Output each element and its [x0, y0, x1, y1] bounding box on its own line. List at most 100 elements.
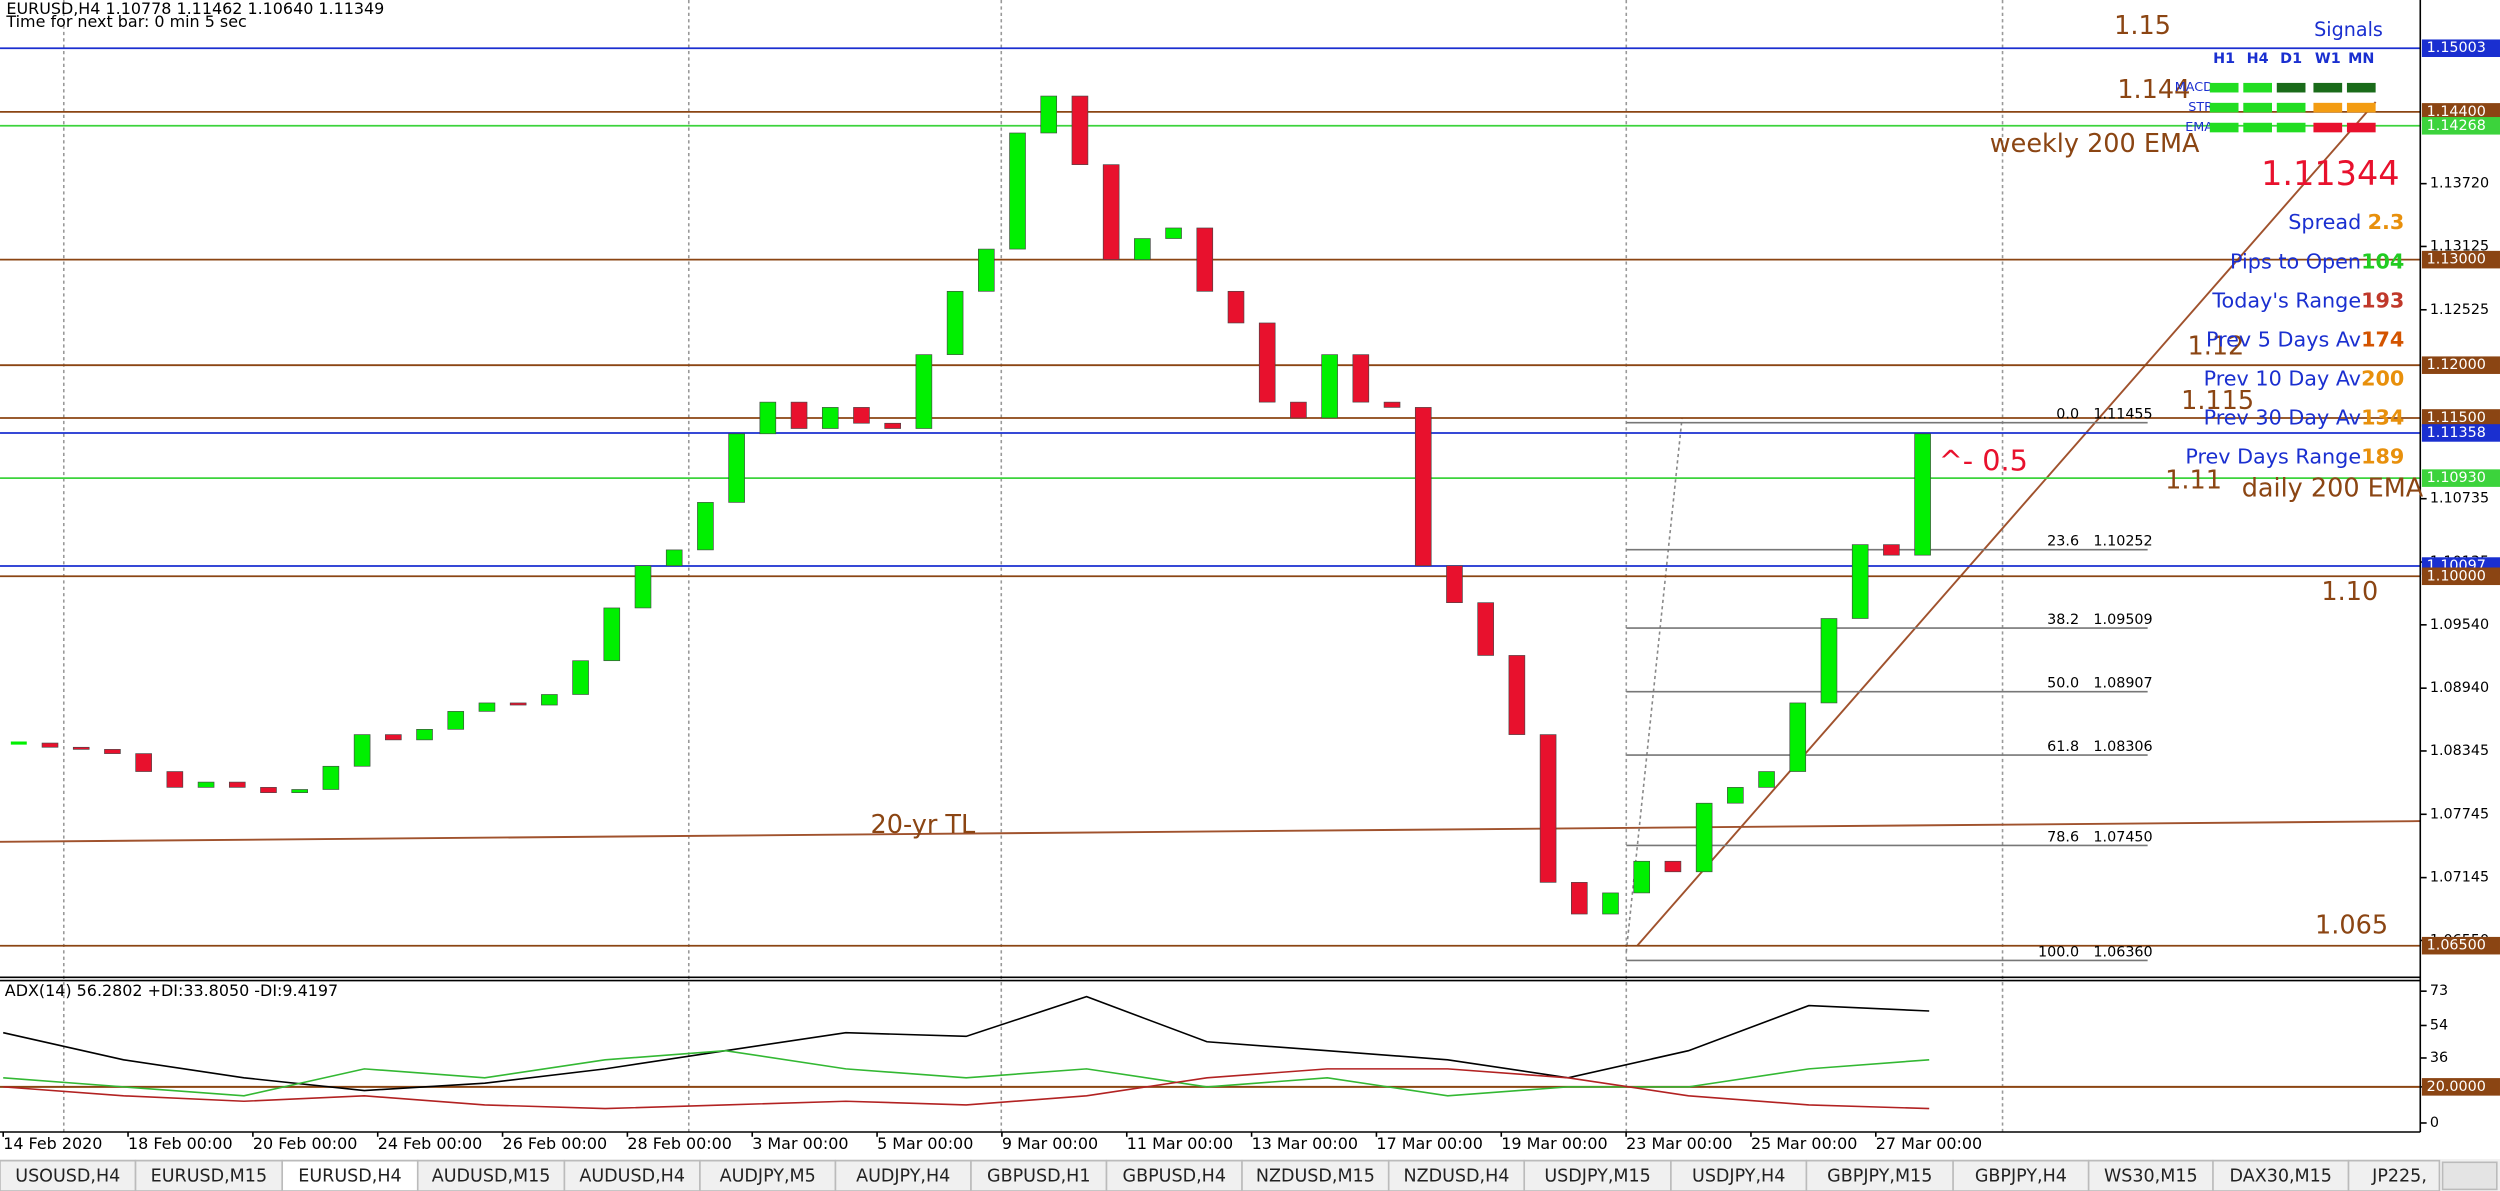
- info-value: 200: [2361, 366, 2404, 390]
- signal-cell: [2276, 102, 2306, 113]
- tab[interactable]: GBPJPY,H4: [1952, 1159, 2090, 1191]
- tab[interactable]: NZDUSD,H4: [1387, 1159, 1526, 1191]
- signal-column: H4: [2247, 51, 2269, 67]
- tab[interactable]: GBPJPY,M15: [1805, 1159, 1954, 1191]
- candle: [1602, 892, 1619, 915]
- annotation: 1.065: [2315, 910, 2388, 940]
- tab[interactable]: JP225,: [2347, 1159, 2441, 1191]
- tab[interactable]: AUDUSD,M15: [416, 1159, 566, 1191]
- candle: [478, 702, 496, 712]
- candle: [260, 787, 277, 793]
- y-tick-label: 1.10735: [2430, 491, 2489, 507]
- tab[interactable]: GBPUSD,H1: [970, 1159, 1108, 1191]
- candle: [697, 502, 714, 551]
- tab[interactable]: NZDUSD,M15: [1241, 1159, 1390, 1191]
- tab-bg: [1105, 1159, 1243, 1191]
- tab-label: AUDJPY,H4: [856, 1167, 950, 1187]
- candle: [166, 771, 184, 788]
- tab-bg: [970, 1159, 1108, 1191]
- tab[interactable]: EURUSD,H4: [281, 1159, 419, 1191]
- signal-cell: [2243, 102, 2272, 113]
- info-item: Spread 2.3: [2288, 210, 2404, 234]
- fib-price: 1.07450: [2093, 829, 2152, 845]
- candle: [1695, 802, 1713, 873]
- level-label: 1.10000: [2427, 568, 2486, 584]
- info-value: 174: [2361, 327, 2404, 351]
- tab-bg: [281, 1159, 419, 1191]
- tab[interactable]: USOUSD,H4: [0, 1159, 137, 1191]
- signal-cell: [2209, 122, 2239, 133]
- y-tick-label: 54: [2430, 1017, 2448, 1033]
- tab[interactable]: USDJPY,M15: [1523, 1159, 1672, 1191]
- candle: [104, 749, 121, 754]
- tab-label: GBPUSD,H1: [987, 1167, 1090, 1187]
- x-tick-label: 18 Feb 00:00: [128, 1134, 233, 1153]
- tab[interactable]: USDJPY,H4: [1670, 1159, 1808, 1191]
- info-label: Spread: [2288, 210, 2361, 234]
- x-tick-label: 11 Mar 00:00: [1127, 1134, 1233, 1153]
- tab[interactable]: AUDJPY,M5: [699, 1159, 837, 1191]
- info-value: 104: [2361, 249, 2404, 273]
- candle: [1196, 227, 1214, 292]
- candle: [1571, 882, 1588, 915]
- level-label-box: [2421, 424, 2500, 442]
- candle: [1258, 322, 1276, 403]
- tab[interactable]: AUDJPY,H4: [834, 1159, 972, 1191]
- candle: [447, 711, 465, 730]
- level-label: 1.14268: [2427, 118, 2486, 134]
- level-label-box: [2421, 1078, 2500, 1096]
- adx-label: ADX(14) 56.2802 +DI:33.8050 -DI:9.4197: [5, 981, 338, 1000]
- signal-cell: [2276, 122, 2306, 133]
- signal-cell: [2243, 82, 2272, 93]
- level-label-box: [2421, 250, 2500, 269]
- fib-price: 1.11455: [2093, 407, 2152, 423]
- tab-bg: [1387, 1159, 1526, 1191]
- tab[interactable]: EURUSD,M15: [134, 1159, 284, 1191]
- level-label-box: [2421, 936, 2500, 955]
- annotation: 1.115: [2181, 386, 2254, 416]
- y-tick-label: 36: [2430, 1050, 2448, 1066]
- annotation: ^- 0.5: [1939, 443, 2028, 477]
- tab-label: GBPUSD,H4: [1123, 1167, 1226, 1187]
- signal-cell: [2346, 102, 2376, 113]
- signal-cell: [2346, 82, 2376, 93]
- fib-price: 1.09509: [2093, 612, 2152, 628]
- fib-level: 78.6: [2047, 829, 2079, 845]
- x-tick-label: 25 Mar 00:00: [1751, 1134, 1857, 1153]
- tab[interactable]: WS30,M15: [2087, 1159, 2214, 1191]
- current-price: 1.11344: [2261, 154, 2399, 193]
- info-label: Pips to Open: [2230, 249, 2361, 273]
- candle: [291, 789, 308, 793]
- level-label: 1.13000: [2427, 252, 2486, 268]
- y-tick-label: 73: [2430, 983, 2448, 999]
- tab[interactable]: DAX30,M15: [2212, 1159, 2350, 1191]
- candle: [1352, 354, 1370, 403]
- signal-column: H1: [2213, 51, 2235, 67]
- info-label: Prev Days Range: [2185, 445, 2361, 469]
- candle: [72, 746, 90, 750]
- tab[interactable]: AUDUSD,H4: [563, 1159, 701, 1191]
- tab-label: USOUSD,H4: [15, 1167, 120, 1187]
- tab-scroll: [2441, 1161, 2498, 1191]
- tab-label: USDJPY,H4: [1692, 1167, 1785, 1187]
- y-tick-label: 1.12525: [2430, 302, 2489, 318]
- fib-level: 50.0: [2047, 676, 2079, 692]
- annotation: daily 200 EMA: [2242, 473, 2424, 503]
- candle: [634, 565, 652, 609]
- x-tick-label: 20 Feb 00:00: [253, 1134, 358, 1153]
- trendline-20yr: [0, 820, 2421, 843]
- tab-label: NZDUSD,H4: [1404, 1167, 1510, 1187]
- candle: [509, 702, 527, 706]
- adx-line: [3, 1049, 1930, 1097]
- annotation: weekly 200 EMA: [1990, 129, 2200, 159]
- x-tick-label: 13 Mar 00:00: [1252, 1134, 1358, 1153]
- tab-bg: [1241, 1159, 1390, 1191]
- signal-column: W1: [2315, 51, 2341, 67]
- candle: [759, 401, 777, 435]
- tab[interactable]: GBPUSD,H4: [1105, 1159, 1243, 1191]
- level-label: 1.06500: [2427, 938, 2486, 954]
- y-tick-label: 0: [2430, 1115, 2439, 1131]
- candle: [790, 401, 808, 429]
